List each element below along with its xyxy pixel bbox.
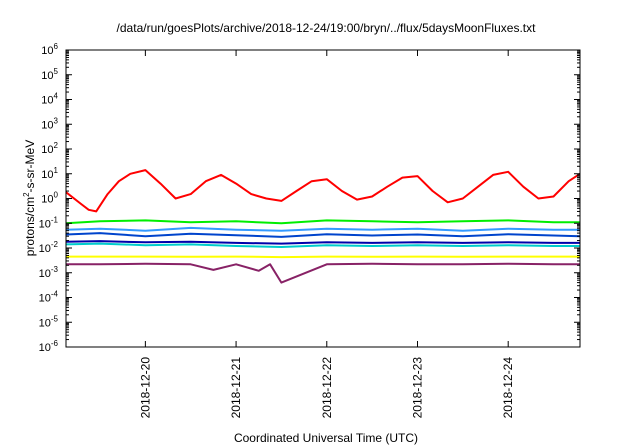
y-tick-label-base: 10 [39, 293, 51, 305]
y-tick-label: 10-2 [39, 240, 59, 255]
y-tick-label-base: 10 [41, 119, 53, 131]
series-line [66, 255, 580, 259]
y-tick-label-base: 10 [41, 169, 53, 181]
y-tick-label-exponent: -3 [51, 265, 59, 274]
y-axis-label-base: protons/cm [23, 197, 37, 256]
y-tick-label-base: 10 [39, 342, 51, 354]
y-tick-label-base: 10 [39, 268, 51, 280]
y-tick-label: 106 [41, 42, 58, 57]
y-tick-label: 100 [41, 191, 58, 206]
series-line [65, 232, 581, 238]
y-tick-label-exponent: 2 [54, 141, 59, 150]
series-line [65, 169, 581, 213]
y-tick-label-exponent: 5 [54, 67, 59, 76]
y-tick-label-exponent: -4 [51, 290, 59, 299]
series-line [65, 240, 580, 245]
y-tick-label-exponent: -5 [51, 314, 59, 323]
y-tick-label-exponent: 1 [54, 166, 59, 175]
y-tick-label-base: 10 [39, 317, 51, 329]
series-layer [65, 169, 581, 284]
y-tick-label: 10-4 [39, 290, 59, 305]
y-tick-label-exponent: 3 [54, 116, 59, 125]
x-axis: 2018-12-20 2018-12-21 2018-12-22 2018-12-23… [138, 50, 515, 418]
y-tick-label-base: 10 [41, 70, 53, 82]
y-tick-label: 103 [41, 116, 58, 131]
series-line [65, 219, 580, 225]
x-tick-label: 2018-12-21 [229, 357, 243, 419]
x-tick-label: 2018-12-23 [410, 357, 424, 419]
y-axis-label-rest: -s-sr-MeV [23, 140, 37, 193]
x-tick-label: 2018-12-24 [501, 357, 515, 419]
y-tick-label: 104 [41, 92, 58, 107]
y-tick-label-base: 10 [41, 194, 53, 206]
y-tick-label-exponent: -6 [51, 339, 59, 348]
y-tick-label: 10-3 [39, 265, 59, 280]
y-tick-label: 10-6 [39, 339, 59, 354]
y-axis: 10-610-510-410-310-210-11001011021031041… [39, 42, 580, 354]
y-tick-label-exponent: 0 [54, 191, 59, 200]
y-tick-label: 10-1 [39, 215, 59, 230]
y-tick-label-base: 10 [41, 144, 53, 156]
x-tick-label: 2018-12-22 [320, 357, 334, 419]
y-tick-label: 105 [41, 67, 58, 82]
series-line [66, 262, 580, 284]
y-tick-label: 102 [41, 141, 58, 156]
y-axis-label-superscript: 2 [22, 192, 31, 197]
y-tick-label-exponent: 4 [54, 92, 59, 101]
y-tick-label: 10-5 [39, 314, 59, 329]
plot-frame [65, 49, 581, 348]
y-tick-label-base: 10 [41, 95, 53, 107]
y-tick-label-base: 10 [39, 243, 51, 255]
x-axis-label: Coordinated Universal Time (UTC) [234, 431, 418, 445]
y-tick-label-base: 10 [41, 45, 53, 57]
x-tick-label: 2018-12-20 [138, 357, 152, 419]
y-axis-label: protons/cm2-s-sr-MeV [22, 140, 37, 256]
chart-title: /data/run/goesPlots/archive/2018-12-24/1… [117, 21, 537, 35]
y-tick-label-exponent: 6 [54, 42, 59, 51]
y-tick-label-exponent: -2 [51, 240, 59, 249]
series-line [65, 226, 580, 232]
series-line [65, 242, 580, 248]
y-tick-label-base: 10 [39, 218, 51, 230]
y-tick-label-exponent: -1 [51, 215, 59, 224]
y-tick-label: 101 [41, 166, 58, 181]
